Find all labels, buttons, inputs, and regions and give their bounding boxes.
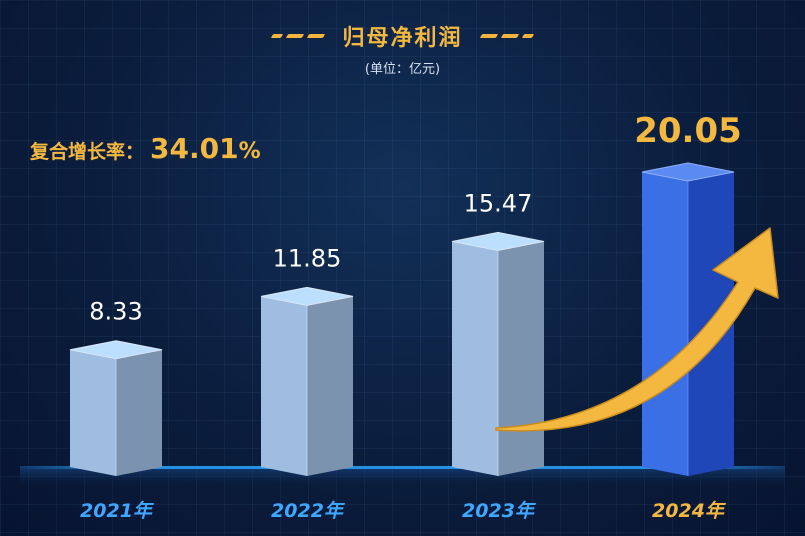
growth-arrow: [495, 227, 779, 432]
growth-arrow-group: [495, 227, 779, 432]
bar-side-face: [498, 241, 544, 476]
labels-group: 8.33 2021年 11.85 2022年 15.47 2023年 20.05 2024年: [80, 111, 742, 522]
bar-side-face: [307, 296, 353, 476]
bar-2023年: [451, 231, 545, 476]
value-label-2023年: 15.47: [464, 189, 533, 217]
value-label-2021年: 8.33: [89, 298, 142, 326]
category-label-2024年: 2024年: [652, 500, 727, 522]
value-label-2024年: 20.05: [634, 111, 742, 151]
category-label-2022年: 2022年: [271, 500, 346, 522]
bar-2022年: [260, 286, 354, 476]
floor-band: [20, 466, 785, 488]
bar-front-face: [642, 172, 688, 476]
cagr-annotation: 复合增长率： 34.01 %: [30, 132, 261, 165]
value-label-2022年: 11.85: [273, 244, 342, 272]
bar-top-face: [451, 231, 545, 251]
bars-group: [69, 162, 735, 476]
category-label-2023年: 2023年: [462, 500, 537, 522]
bar-top-face: [69, 340, 163, 360]
bar-front-face: [261, 296, 307, 476]
bar-top-face: [260, 286, 354, 306]
cagr-value: 34.01: [150, 132, 239, 165]
cagr-percent: %: [238, 139, 261, 164]
cagr-label: 复合增长率：: [30, 141, 145, 163]
chart-title: 归母净利润: [342, 26, 463, 51]
floor-line: [20, 466, 785, 469]
chart-unit: (单位：亿元): [364, 62, 441, 77]
bar-side-face: [116, 349, 162, 476]
chart-title-bar: 归母净利润: [0, 16, 805, 56]
bar-2021年: [69, 340, 163, 476]
bar-top-face: [641, 162, 735, 182]
bar-front-face: [452, 241, 498, 476]
bar-front-face: [70, 349, 116, 476]
category-label-2021年: 2021年: [80, 500, 155, 522]
